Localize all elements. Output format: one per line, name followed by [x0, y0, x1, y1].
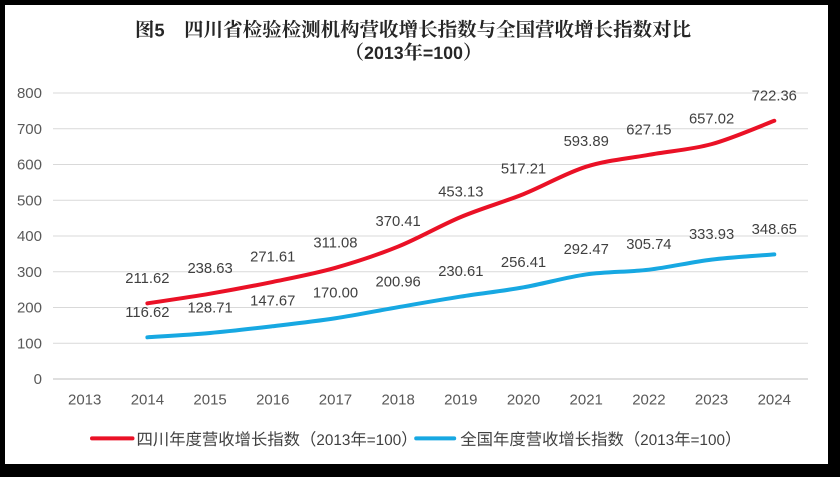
svg-text:271.61: 271.61: [250, 249, 295, 265]
svg-text:333.93: 333.93: [689, 227, 734, 243]
svg-text:2017: 2017: [319, 392, 352, 409]
svg-text:292.47: 292.47: [564, 242, 609, 258]
svg-text:2023: 2023: [695, 392, 728, 409]
svg-text:256.41: 256.41: [501, 255, 546, 271]
svg-text:2021: 2021: [570, 392, 603, 409]
svg-text:300: 300: [17, 264, 42, 281]
svg-text:128.71: 128.71: [187, 300, 232, 316]
svg-text:2024: 2024: [758, 392, 791, 409]
svg-text:722.36: 722.36: [752, 88, 797, 104]
svg-text:200.96: 200.96: [376, 275, 421, 291]
svg-text:2020: 2020: [507, 392, 540, 409]
svg-text:627.15: 627.15: [626, 122, 671, 138]
svg-text:348.65: 348.65: [752, 222, 797, 238]
svg-text:147.67: 147.67: [250, 294, 295, 310]
svg-text:2022: 2022: [632, 392, 665, 409]
svg-text:116.62: 116.62: [125, 305, 169, 321]
svg-text:230.61: 230.61: [438, 264, 483, 280]
svg-text:211.62: 211.62: [125, 271, 169, 287]
svg-text:517.21: 517.21: [501, 162, 546, 178]
svg-text:2015: 2015: [193, 392, 226, 409]
svg-text:238.63: 238.63: [187, 261, 232, 277]
svg-text:100: 100: [17, 335, 42, 352]
svg-text:305.74: 305.74: [626, 237, 671, 253]
svg-text:2016: 2016: [256, 392, 289, 409]
svg-text:311.08: 311.08: [313, 235, 357, 251]
svg-text:2018: 2018: [381, 392, 414, 409]
svg-text:500: 500: [17, 192, 42, 209]
svg-text:370.41: 370.41: [376, 214, 421, 230]
svg-text:170.00: 170.00: [313, 286, 358, 302]
svg-text:2014: 2014: [131, 392, 164, 409]
svg-text:700: 700: [17, 121, 42, 138]
svg-text:0: 0: [34, 371, 42, 388]
svg-text:2013: 2013: [68, 392, 101, 409]
svg-text:800: 800: [17, 85, 42, 102]
svg-text:600: 600: [17, 157, 42, 174]
svg-text:200: 200: [17, 300, 42, 317]
svg-text:593.89: 593.89: [564, 134, 609, 150]
svg-text:657.02: 657.02: [689, 112, 734, 128]
svg-text:453.13: 453.13: [438, 185, 483, 201]
svg-text:400: 400: [17, 228, 42, 245]
svg-text:2019: 2019: [444, 392, 477, 409]
